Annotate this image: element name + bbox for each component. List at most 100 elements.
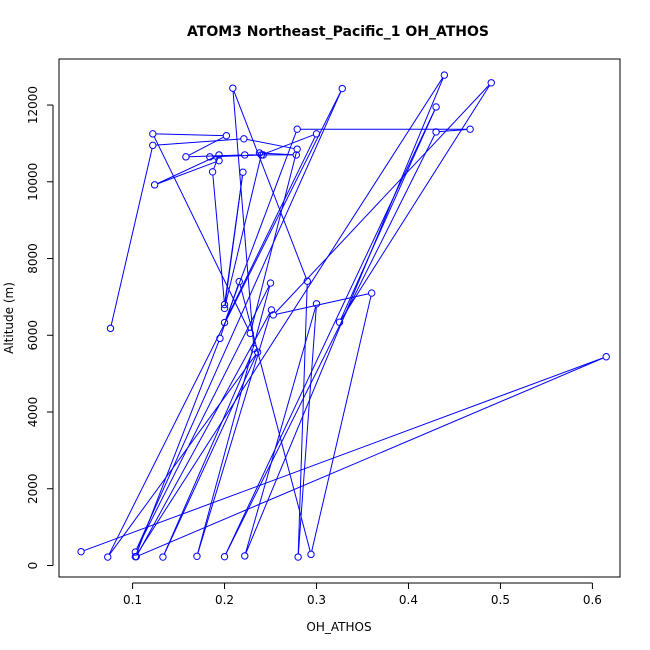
series-segment bbox=[213, 154, 260, 158]
data-point bbox=[432, 103, 440, 111]
y-tick-label: 2000 bbox=[26, 473, 40, 504]
data-point bbox=[241, 552, 249, 560]
series-segment bbox=[108, 91, 342, 555]
y-tick-label: 4000 bbox=[26, 397, 40, 428]
series-segment bbox=[136, 91, 342, 550]
data-point bbox=[182, 153, 190, 161]
series-segment bbox=[136, 285, 270, 550]
series-segment bbox=[212, 157, 217, 160]
series-segment bbox=[245, 306, 317, 553]
y-axis-label: Altitude (m) bbox=[2, 282, 16, 354]
series-segment bbox=[225, 134, 436, 555]
series-segment bbox=[212, 174, 225, 302]
data-point bbox=[239, 168, 247, 176]
data-point bbox=[293, 125, 301, 133]
series-segment bbox=[188, 136, 224, 156]
data-point bbox=[432, 128, 440, 136]
data-point bbox=[240, 135, 248, 143]
x-tick-label: 0.5 bbox=[491, 593, 510, 607]
series-segment bbox=[297, 306, 317, 554]
data-point bbox=[335, 318, 344, 326]
series-segment bbox=[110, 148, 153, 326]
series-segment bbox=[311, 296, 372, 552]
y-tick-label: 8000 bbox=[26, 243, 40, 274]
series-segment bbox=[213, 157, 219, 169]
data-point bbox=[215, 151, 223, 159]
series-segment bbox=[136, 77, 444, 555]
data-point bbox=[312, 300, 321, 308]
data-point bbox=[131, 548, 140, 556]
x-tick-label: 0.4 bbox=[399, 593, 418, 607]
y-tick-label: 6000 bbox=[26, 320, 40, 351]
series-segment bbox=[232, 91, 255, 346]
data-point bbox=[440, 71, 449, 79]
data-point bbox=[338, 84, 346, 93]
data-point bbox=[149, 141, 157, 150]
data-point bbox=[104, 553, 112, 561]
data-point bbox=[312, 130, 321, 138]
data-point bbox=[307, 550, 315, 559]
series-segment bbox=[439, 128, 467, 133]
data-point bbox=[257, 151, 266, 159]
data-point bbox=[216, 334, 224, 343]
data-point bbox=[602, 353, 610, 361]
data-point bbox=[246, 329, 254, 338]
data-point bbox=[255, 149, 264, 157]
chart-title: ATOM3 Northeast_Pacific_1 OH_ATHOS bbox=[187, 24, 489, 40]
series-segment bbox=[224, 175, 244, 306]
series-segment bbox=[275, 84, 490, 313]
series-segment bbox=[197, 312, 271, 554]
data-point bbox=[106, 324, 115, 333]
series-segment bbox=[246, 138, 295, 150]
x-tick-label: 0.2 bbox=[215, 593, 234, 607]
series-segment bbox=[109, 354, 257, 555]
x-tick-label: 0.3 bbox=[307, 593, 326, 607]
series-segment bbox=[163, 354, 257, 555]
data-point bbox=[77, 547, 85, 556]
data-point bbox=[303, 277, 312, 285]
x-tick-label: 0.1 bbox=[123, 593, 142, 607]
data-point bbox=[267, 306, 276, 314]
data-point bbox=[132, 552, 140, 561]
data-point bbox=[208, 168, 217, 176]
data-point bbox=[487, 79, 495, 87]
series-segment bbox=[297, 284, 308, 554]
series-segment bbox=[157, 161, 217, 185]
y-tick-label: 10000 bbox=[26, 163, 40, 201]
series-segment bbox=[233, 90, 307, 279]
data-point bbox=[269, 311, 277, 319]
x-axis-label: OH_ATHOS bbox=[306, 620, 371, 634]
series-segment bbox=[139, 357, 604, 556]
series-segment bbox=[220, 284, 239, 336]
data-point bbox=[253, 348, 262, 356]
y-tick-label: 12000 bbox=[26, 86, 40, 124]
data-point bbox=[220, 304, 229, 313]
data-point bbox=[215, 156, 223, 165]
series-segment bbox=[264, 134, 314, 155]
series-segment bbox=[157, 155, 217, 184]
y-axis: 0 2000 4000 6000 8000 10000 12000 bbox=[26, 86, 54, 569]
data-point bbox=[150, 181, 159, 189]
data-point bbox=[466, 125, 474, 133]
data-point bbox=[292, 151, 300, 159]
data-point bbox=[193, 552, 201, 560]
x-tick-label: 0.6 bbox=[583, 593, 602, 607]
data-point bbox=[229, 84, 237, 92]
series-segment bbox=[137, 312, 271, 555]
series-segment bbox=[83, 357, 604, 552]
series-segment bbox=[189, 154, 242, 158]
series-segment bbox=[225, 109, 436, 554]
data-point bbox=[235, 277, 243, 286]
data-point bbox=[222, 132, 231, 140]
series-segment bbox=[239, 284, 311, 552]
series-segment bbox=[340, 85, 490, 320]
data-series bbox=[77, 71, 610, 561]
data-point bbox=[159, 553, 167, 561]
series-segment bbox=[163, 351, 254, 555]
series-segment bbox=[340, 109, 436, 320]
series-segment bbox=[197, 286, 271, 554]
x-axis: 0.1 0.2 0.3 0.4 0.5 0.6 bbox=[123, 582, 602, 607]
series-segment bbox=[155, 138, 241, 146]
data-point bbox=[220, 300, 229, 309]
data-point bbox=[266, 279, 275, 287]
